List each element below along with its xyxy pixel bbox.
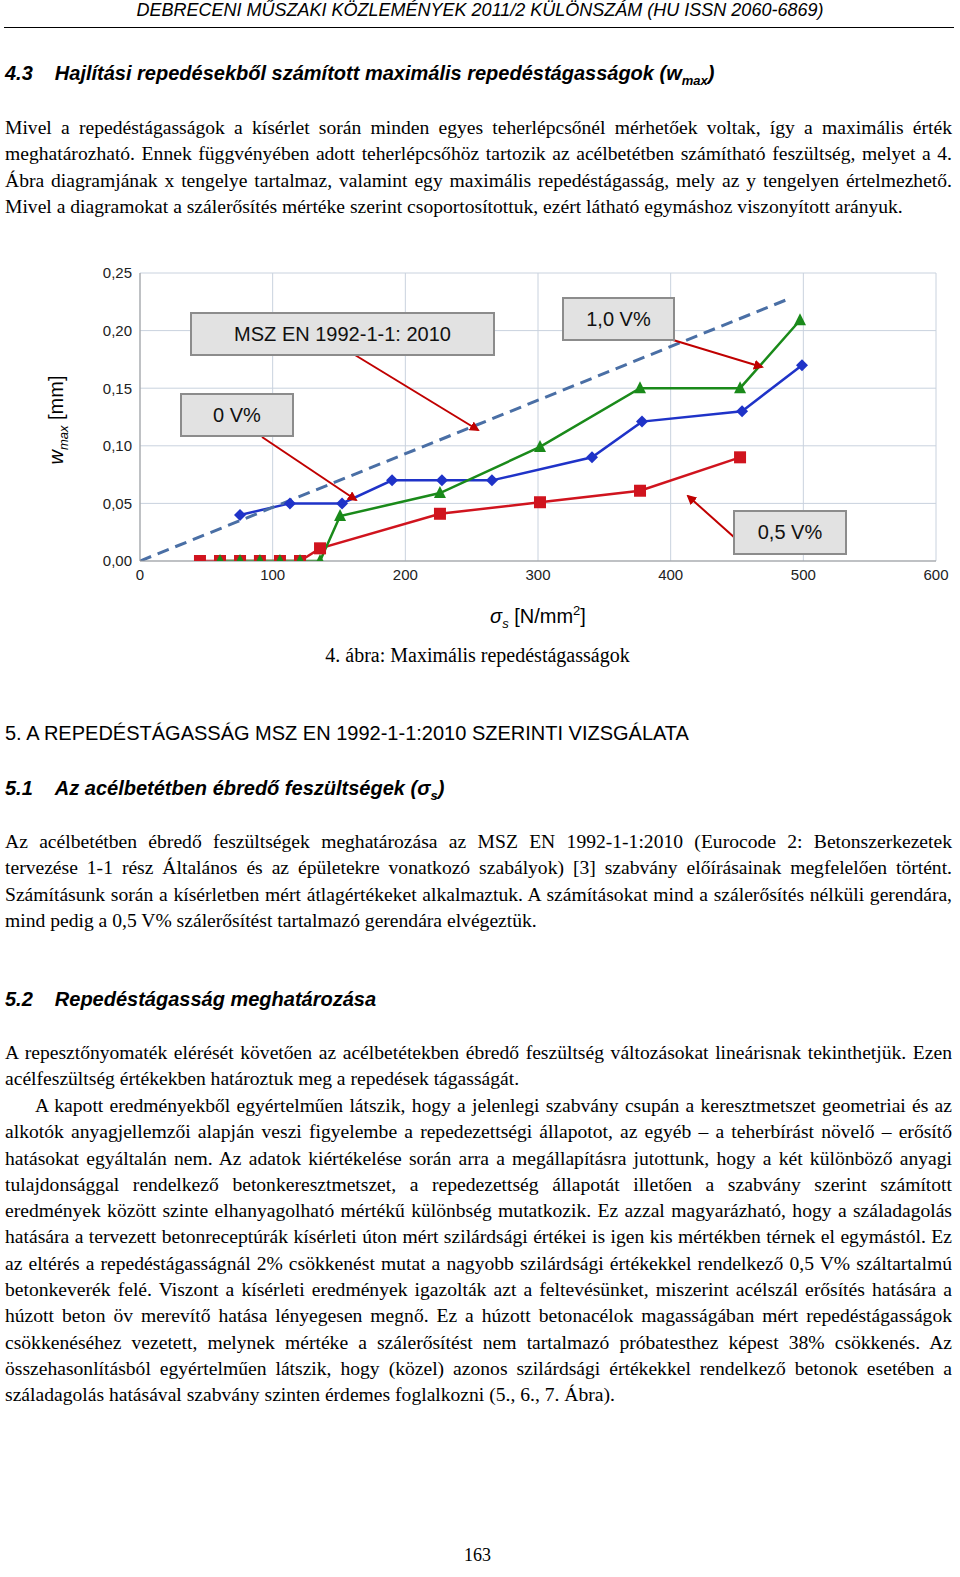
html-text:0,5 V%: 0,5 V% <box>757 521 823 543</box>
html-text:5.1: 5.1 <box>5 777 33 799</box>
html-text:Az acélbetétben ébredő feszült: Az acélbetétben ébredő feszültségek (σs) <box>54 777 445 803</box>
svg-text:0,10: 0,10 <box>103 437 132 454</box>
html-text:A repesztőnyomaték elérését kö: A repesztőnyomaték elérését követően az … <box>5 1042 952 1090</box>
html-text:163: 163 <box>464 1545 491 1565</box>
html-text:max: max <box>56 425 71 451</box>
svg-text:400: 400 <box>658 566 683 583</box>
html-text:Hajlítási repedésekből számíto: Hajlítási repedésekből számított maximál… <box>54 62 715 88</box>
svg-text:0,15: 0,15 <box>103 380 132 397</box>
html-text:0 V%: 0 V% <box>213 403 261 426</box>
html-text:Repedéstágasság meghatározása: Repedéstágasság meghatározása <box>54 988 377 1010</box>
html-text:4.3: 4.3 <box>5 62 33 84</box>
html-text:Az acélbetétben ébredő feszült: Az acélbetétben ébredő feszültségek megh… <box>5 831 952 931</box>
html-text:DEBRECENI MŰSZAKI KÖZLEMÉNYEK: DEBRECENI MŰSZAKI KÖZLEMÉNYEK 2011/2 KÜL… <box>136 0 824 20</box>
html-text:[mm]: [mm] <box>45 375 67 426</box>
svg-text:0,25: 0,25 <box>103 264 132 281</box>
svg-text:0,00: 0,00 <box>103 552 132 569</box>
html-text:5.2: 5.2 <box>5 988 33 1010</box>
svg-text:0,05: 0,05 <box>103 495 132 512</box>
svg-text:300: 300 <box>525 566 550 583</box>
svg-text:0,20: 0,20 <box>103 322 132 339</box>
html-text:MSZ EN 1992-1-1: 2010: MSZ EN 1992-1-1: 2010 <box>234 322 451 345</box>
html-text:4. ábra: Maximális repedéstága: 4. ábra: Maximális repedéstágasságok <box>325 644 630 666</box>
svg-text:500: 500 <box>791 566 816 583</box>
html-text:σs[N/mm2]: σs[N/mm2] <box>490 603 586 631</box>
html-text:5. A REPEDÉSTÁGASSÁG MSZ EN 19: 5. A REPEDÉSTÁGASSÁG MSZ EN 1992-1-1:201… <box>5 722 689 744</box>
svg-text:600: 600 <box>923 566 948 583</box>
html-text:1,0 V%: 1,0 V% <box>586 307 651 330</box>
html-text:w: w <box>45 450 67 465</box>
html-text:Mivel a repedéstágasságok a kí: Mivel a repedéstágasságok a kísérlet sor… <box>5 117 952 217</box>
svg-text:0: 0 <box>136 566 144 583</box>
svg-text:100: 100 <box>260 566 285 583</box>
svg-text:200: 200 <box>393 566 418 583</box>
html-text:A kapott eredményekből egyérte: A kapott eredményekből egyértelműen láts… <box>5 1095 952 1406</box>
